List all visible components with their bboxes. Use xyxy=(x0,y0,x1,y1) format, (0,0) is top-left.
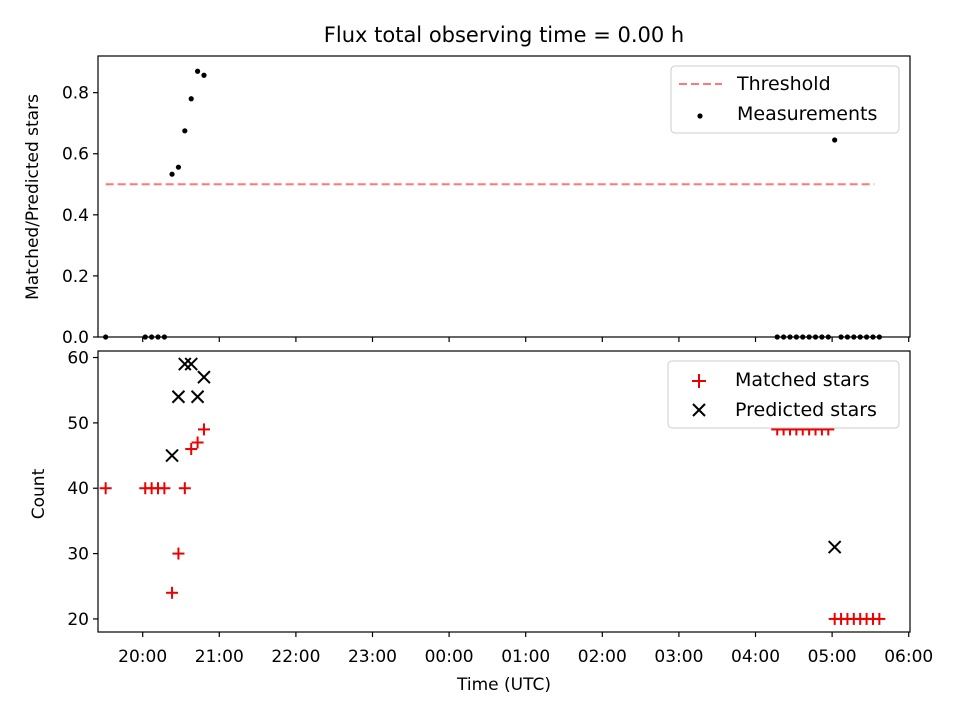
top-legend: Threshold Measurements xyxy=(670,65,900,134)
measurement-point xyxy=(194,68,201,74)
matched-star-point xyxy=(185,443,198,456)
bottom-x-tick-label: 04:00 xyxy=(731,647,780,667)
bottom-x-tick-label: 03:00 xyxy=(654,647,703,667)
predicted-star-point xyxy=(827,540,842,554)
legend-predicted-swatch xyxy=(692,403,706,417)
measurement-point xyxy=(201,72,207,78)
legend-threshold-label: Threshold xyxy=(736,73,831,95)
bottom-legend: Matched stars Predicted stars xyxy=(667,360,900,429)
matched-star-point xyxy=(873,612,886,625)
top-y-axis-label: Matched/Predicted stars xyxy=(23,94,43,300)
top-y-tick-label: 0.0 xyxy=(62,328,89,348)
legend-matched-label: Matched stars xyxy=(735,369,869,391)
top-y-tick-label: 0.2 xyxy=(62,267,89,287)
bottom-x-tick-label: 02:00 xyxy=(578,647,627,667)
matched-star-point xyxy=(99,482,112,495)
bottom-legend-box xyxy=(667,360,900,429)
matched-star-point xyxy=(197,423,210,436)
top-panel: 0.00.20.40.60.8 Matched/Predicted stars … xyxy=(23,55,911,348)
bottom-y-tick-label: 30 xyxy=(67,545,89,565)
bottom-y-tick-label: 50 xyxy=(67,414,89,434)
bottom-y-tick-label: 60 xyxy=(67,349,89,369)
legend-matched-swatch xyxy=(692,374,706,388)
bottom-panel: 20 30 40 50 60 20:00 21:00 22:00 23:00 00:00 01:00… xyxy=(29,349,933,695)
matched-star-point xyxy=(191,436,204,449)
x-axis-label: Time (UTC) xyxy=(456,675,551,695)
bottom-ticks: 20 30 40 50 60 20:00 21:00 22:00 23:00 00:00 01:00… xyxy=(67,349,933,667)
measurement-point xyxy=(832,137,838,143)
measurement-point xyxy=(188,96,194,102)
predicted-star-point xyxy=(190,390,205,404)
bottom-y-tick-label: 40 xyxy=(67,479,89,499)
bottom-x-tick-label: 21:00 xyxy=(195,647,244,667)
predicted-star-point xyxy=(197,370,211,384)
bottom-x-tick-label: 01:00 xyxy=(501,647,550,667)
legend-measurements-label: Measurements xyxy=(737,103,877,125)
predicted-star-point xyxy=(184,357,198,371)
matched-star-point xyxy=(166,586,179,599)
bottom-x-tick-label: 22:00 xyxy=(271,647,320,667)
chart-title: Flux total observing time = 0.00 h xyxy=(324,23,684,47)
measurement-point xyxy=(169,171,175,177)
predicted-star-point xyxy=(171,390,186,404)
bottom-axes-frame xyxy=(97,350,911,633)
bottom-y-tick-label: 20 xyxy=(67,610,89,630)
bottom-x-tick-label: 00:00 xyxy=(425,647,474,667)
measurement-point xyxy=(182,128,188,134)
top-axes-frame xyxy=(97,55,911,338)
top-y-tick-label: 0.6 xyxy=(62,145,89,165)
bottom-x-tick-label: 05:00 xyxy=(808,647,857,667)
bottom-x-tick-label: 20:00 xyxy=(118,647,167,667)
predicted-star-point xyxy=(178,357,192,371)
matched-star-point xyxy=(172,547,185,560)
legend-predicted-label: Predicted stars xyxy=(735,399,877,421)
top-ticks: 0.0 0.2 0.4 0.6 0.8 xyxy=(62,84,910,348)
top-legend-box xyxy=(670,65,900,134)
matched-star-point xyxy=(178,482,191,495)
bottom-x-tick-label: 06:00 xyxy=(884,647,933,667)
matched-star-point xyxy=(158,482,171,495)
top-y-tick-label: 0.8 xyxy=(62,84,89,104)
measurement-point xyxy=(175,164,182,170)
top-y-tick-label: 0.4 xyxy=(62,206,89,226)
predicted-star-point xyxy=(165,448,179,463)
bottom-y-axis-label: Count xyxy=(29,468,49,519)
legend-measurements-swatch xyxy=(697,113,703,119)
bottom-x-tick-label: 23:00 xyxy=(348,647,397,667)
